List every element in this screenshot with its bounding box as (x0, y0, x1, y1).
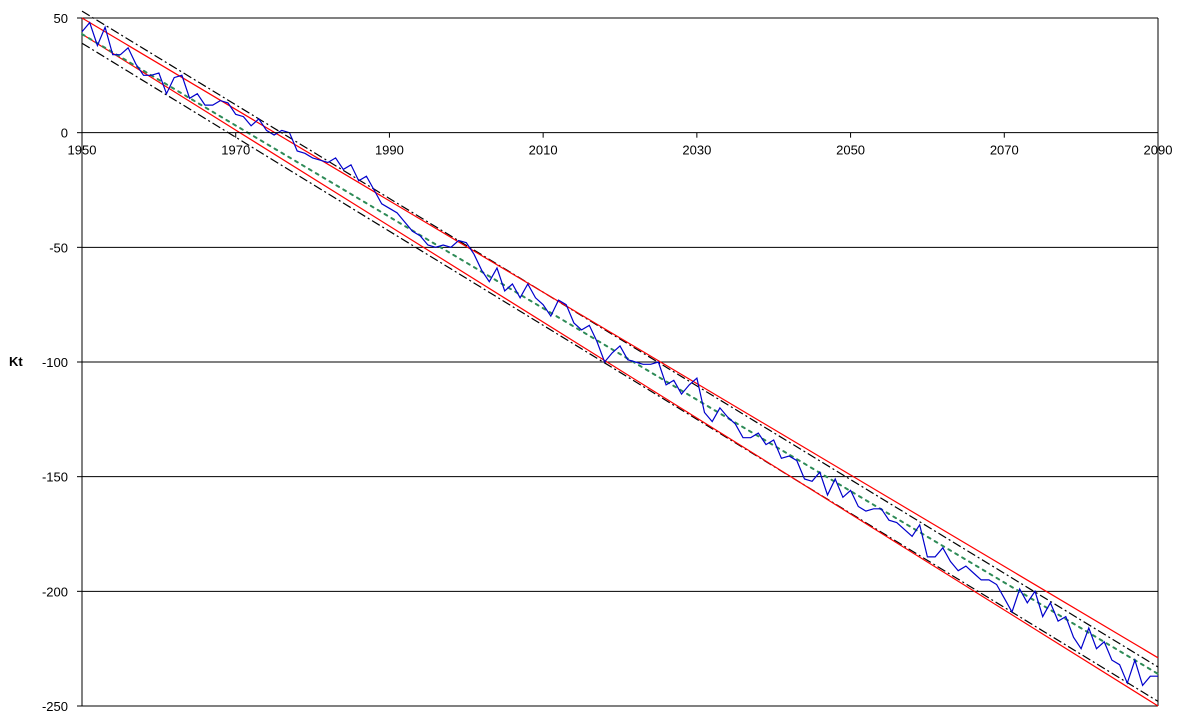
x-tick-label: 2070 (990, 143, 1019, 158)
series-trend-line (81, 33, 1159, 675)
y-tick-label: -50 (49, 240, 68, 255)
y-axis-title: Kt (9, 354, 23, 369)
y-tick-label: -100 (42, 355, 68, 370)
y-tick-label: -200 (42, 584, 68, 599)
x-tick-label: 2050 (836, 143, 865, 158)
y-tick-label: -150 (42, 470, 68, 485)
gridlines (82, 17, 1158, 707)
x-ticks: 1950 1970 1990 2010 2030 2050 2070 2090 (68, 132, 1173, 158)
y-tick-label: 0 (61, 126, 68, 141)
x-tick-label: 1950 (68, 143, 97, 158)
x-tick-label: 1990 (375, 143, 404, 158)
y-tick-label: 50 (54, 11, 68, 26)
series (81, 10, 1159, 707)
x-tick-label: 2030 (682, 143, 711, 158)
series-inner-upper-line (81, 17, 1159, 659)
x-tick-label: 2010 (529, 143, 558, 158)
series-outer-lower-line (81, 42, 1159, 702)
series-inner-lower-line (81, 33, 1159, 707)
x-tick-label: 1970 (221, 143, 250, 158)
x-tick-label: 2090 (1144, 143, 1173, 158)
y-ticks: 50 0 -50 -100 -150 -200 -250 (42, 11, 82, 713)
y-tick-label: -250 (42, 699, 68, 713)
series-kt-line (81, 21, 1158, 687)
series-outer-upper-line (81, 10, 1159, 668)
